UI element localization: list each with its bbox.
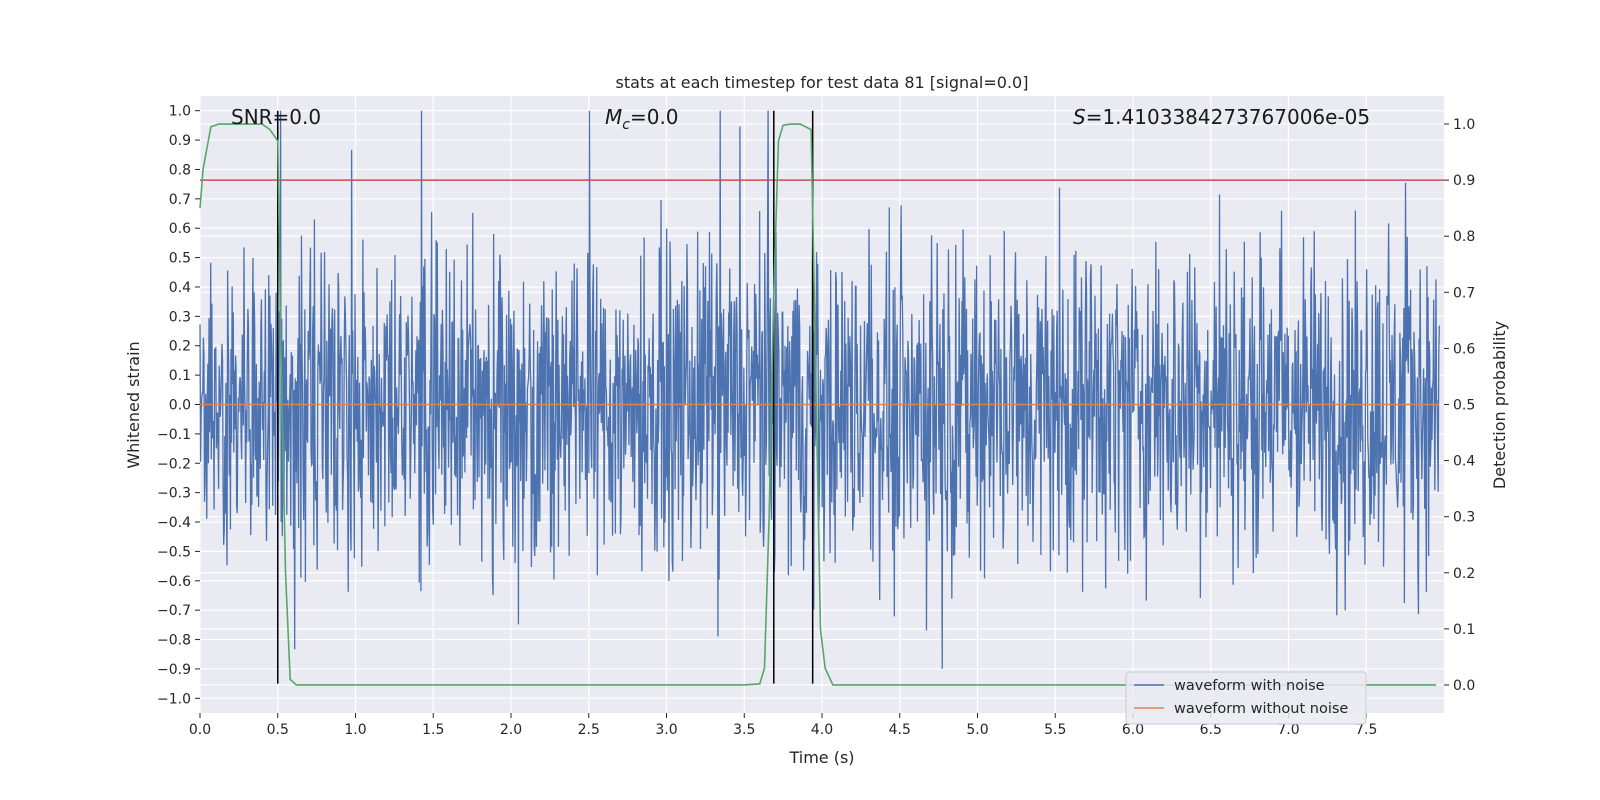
x-tick-label-0: 0.0 bbox=[189, 722, 211, 738]
annotation-s: S=1.4103384273767006e-05 bbox=[1073, 105, 1370, 129]
y2-tick-label-2: 0.8 bbox=[1453, 229, 1475, 245]
y2-tick-label-6: 0.4 bbox=[1453, 454, 1475, 470]
y-tick-label-1: 0.9 bbox=[169, 133, 191, 149]
y-tick-label-12: −0.2 bbox=[157, 456, 191, 472]
y-tick-label-0: 1.0 bbox=[169, 104, 191, 120]
y-tick-label-6: 0.4 bbox=[169, 280, 191, 296]
y2-tick-label-0: 1.0 bbox=[1453, 117, 1475, 133]
annotation-mc-symbol: M bbox=[605, 105, 622, 129]
chart-title: stats at each timestep for test data 81 … bbox=[616, 73, 1029, 92]
y-tick-label-14: −0.4 bbox=[157, 515, 191, 531]
annotation-chirp-mass: Mc=0.0 bbox=[605, 105, 679, 133]
x-tick-label-11: 5.5 bbox=[1044, 722, 1066, 738]
y-tick-label-10: 0.0 bbox=[169, 398, 191, 414]
x-tick-label-15: 7.5 bbox=[1355, 722, 1377, 738]
y-tick-label-18: −0.8 bbox=[157, 633, 191, 649]
x-tick-label-8: 4.0 bbox=[811, 722, 833, 738]
y-tick-label-13: −0.3 bbox=[157, 486, 191, 502]
x-tick-label-1: 0.5 bbox=[267, 722, 289, 738]
annotation-mc-value: =0.0 bbox=[630, 105, 679, 129]
x-tick-label-3: 1.5 bbox=[422, 722, 444, 738]
annotation-mc-sub: c bbox=[622, 117, 630, 133]
annotation-s-value: =1.4103384273767006e-05 bbox=[1086, 105, 1370, 129]
y2-tick-label-3: 0.7 bbox=[1453, 285, 1475, 301]
y-tick-label-16: −0.6 bbox=[157, 574, 191, 590]
y-tick-label-11: −0.1 bbox=[157, 427, 191, 443]
y-tick-label-8: 0.2 bbox=[169, 339, 191, 355]
x-axis-ticks: 0.0 0.5 1.0 1.5 2.0 2.5 3.0 3.5 4.0 4.5 5.0 5.5 6.0 6… bbox=[189, 713, 1377, 738]
annotation-s-symbol: S bbox=[1073, 105, 1086, 129]
y2-axis-ticks: 1.0 0.9 0.8 0.7 0.6 0.5 0.4 0.3 0.2 0.1 0.0 bbox=[1444, 117, 1475, 694]
detection-probability-line bbox=[199, 123, 1437, 686]
legend-label-noise: waveform with noise bbox=[1174, 678, 1325, 694]
x-tick-label-4: 2.0 bbox=[500, 722, 522, 738]
y-tick-label-4: 0.6 bbox=[169, 221, 191, 237]
x-axis-label: Time (s) bbox=[788, 748, 854, 767]
x-tick-label-13: 6.5 bbox=[1200, 722, 1222, 738]
x-tick-label-9: 4.5 bbox=[889, 722, 911, 738]
y2-axis-label: Detection probability bbox=[1490, 321, 1509, 489]
y-tick-label-15: −0.5 bbox=[157, 544, 191, 560]
y-tick-label-20: −1.0 bbox=[157, 691, 191, 707]
annotation-snr: SNR=0.0 bbox=[231, 105, 321, 129]
y-tick-label-7: 0.3 bbox=[169, 309, 191, 325]
y2-tick-label-9: 0.1 bbox=[1453, 622, 1475, 638]
y2-tick-label-1: 0.9 bbox=[1453, 173, 1475, 189]
x-tick-label-6: 3.0 bbox=[655, 722, 677, 738]
detection-probability-series bbox=[199, 123, 1437, 686]
y-tick-label-9: 0.1 bbox=[169, 368, 191, 384]
x-tick-label-14: 7.0 bbox=[1277, 722, 1299, 738]
y2-tick-label-8: 0.2 bbox=[1453, 566, 1475, 582]
x-tick-label-7: 3.5 bbox=[733, 722, 755, 738]
legend: waveform with noise waveform without noi… bbox=[1125, 671, 1367, 725]
waveform-with-noise-series bbox=[199, 110, 1440, 669]
y-tick-label-19: −0.9 bbox=[157, 662, 191, 678]
legend-label-clean: waveform without noise bbox=[1174, 701, 1348, 717]
waveform-with-noise-line bbox=[199, 110, 1440, 669]
y-axis-label: Whitened strain bbox=[124, 341, 143, 468]
x-tick-label-10: 5.0 bbox=[966, 722, 988, 738]
y2-tick-label-4: 0.6 bbox=[1453, 341, 1475, 357]
y-tick-label-17: −0.7 bbox=[157, 603, 191, 619]
y-tick-label-5: 0.5 bbox=[169, 251, 191, 267]
x-tick-label-12: 6.0 bbox=[1122, 722, 1144, 738]
y-tick-label-2: 0.8 bbox=[169, 162, 191, 178]
x-tick-label-5: 2.5 bbox=[578, 722, 600, 738]
y2-tick-label-7: 0.3 bbox=[1453, 510, 1475, 526]
x-tick-label-2: 1.0 bbox=[344, 722, 366, 738]
y2-tick-label-5: 0.5 bbox=[1453, 398, 1475, 414]
y-tick-label-3: 0.7 bbox=[169, 192, 191, 208]
y2-tick-label-10: 0.0 bbox=[1453, 678, 1475, 694]
legend-box bbox=[1125, 671, 1367, 725]
y-axis-ticks: 1.0 0.9 0.8 0.7 0.6 0.5 0.4 0.3 0.2 0.1 0.0 −0.1 −0.… bbox=[157, 104, 200, 707]
